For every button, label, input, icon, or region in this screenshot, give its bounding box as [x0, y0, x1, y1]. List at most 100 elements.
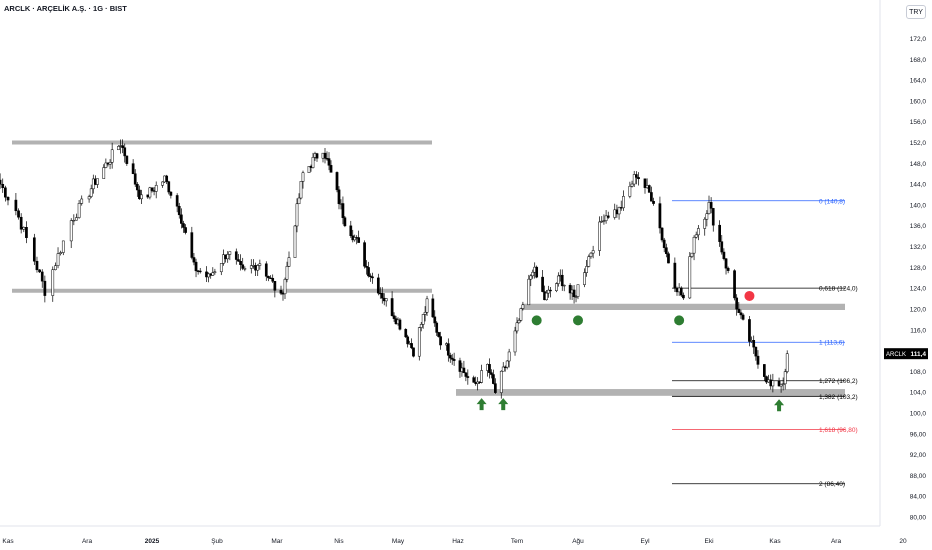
- y-tick-label: 124,0: [910, 286, 927, 293]
- candle-body: [703, 218, 707, 229]
- candle-body: [419, 324, 423, 328]
- currency-button[interactable]: TRY: [906, 5, 926, 19]
- candle-body: [234, 251, 238, 260]
- candle-body: [472, 377, 476, 383]
- candle-body: [756, 355, 760, 365]
- y-tick-label: 88,00: [910, 473, 927, 480]
- candle-body: [273, 281, 277, 291]
- candle-body: [237, 259, 240, 262]
- candle-body: [765, 376, 768, 383]
- candle-body: [190, 232, 194, 258]
- candle-body: [14, 199, 18, 212]
- candle-body: [722, 251, 726, 259]
- candle-body: [667, 253, 670, 264]
- candle-body: [781, 383, 785, 385]
- candle-body: [367, 267, 370, 277]
- upper-zone: [522, 303, 845, 310]
- candle-body: [32, 237, 36, 262]
- candle-body: [450, 357, 454, 360]
- y-tick-label: 164,0: [910, 78, 927, 85]
- candle-body: [431, 298, 435, 318]
- candle-body: [307, 166, 311, 173]
- candle-body: [658, 203, 662, 229]
- candle-body: [739, 312, 743, 316]
- candle-body: [264, 263, 268, 277]
- candle-body: [541, 276, 544, 292]
- candle-body: [707, 202, 711, 214]
- candle-body: [335, 172, 339, 191]
- candle-body: [615, 209, 619, 215]
- candle-body: [602, 220, 606, 222]
- candle-body: [733, 270, 736, 299]
- y-tick-label: 152,0: [910, 140, 927, 147]
- candle-body: [390, 298, 394, 316]
- candle-body: [1, 183, 5, 189]
- candle-body: [630, 183, 634, 187]
- candle-body: [754, 346, 758, 357]
- candle-body: [535, 266, 539, 278]
- candle-body: [249, 265, 253, 269]
- candle-body: [343, 217, 347, 227]
- candle-body: [650, 192, 653, 202]
- candle-body: [365, 265, 368, 268]
- candle-body: [709, 202, 713, 209]
- x-tick-label: Mar: [271, 538, 283, 545]
- candle-body: [6, 196, 10, 201]
- candle-body: [341, 203, 345, 218]
- candle-body: [549, 289, 552, 292]
- candle-body: [507, 351, 511, 362]
- candle-body: [527, 278, 531, 306]
- candle-body: [662, 239, 666, 248]
- candle-body: [439, 336, 442, 346]
- lower-zone: [456, 389, 845, 396]
- candle-body: [513, 330, 517, 353]
- candle-body: [252, 265, 255, 267]
- circle-marker: [531, 315, 542, 326]
- candle-body: [628, 185, 632, 197]
- candle-body: [25, 227, 28, 238]
- candle-body: [696, 228, 700, 236]
- candle-body: [69, 220, 73, 242]
- y-tick-label: 120,0: [910, 306, 927, 313]
- candle-body: [690, 252, 694, 257]
- candle-body: [682, 294, 685, 299]
- candle-body: [448, 355, 452, 359]
- y-tick-label: 156,0: [910, 119, 927, 126]
- candle-body: [423, 312, 427, 315]
- circle-marker: [573, 315, 583, 326]
- candle-body: [705, 213, 709, 220]
- candle-body: [226, 254, 230, 260]
- y-tick-label: 168,0: [910, 57, 927, 64]
- candle-body: [371, 276, 374, 279]
- candle-body: [384, 298, 388, 302]
- candle-body: [576, 284, 580, 297]
- candle-body: [694, 234, 698, 238]
- y-tick-label: 148,0: [910, 161, 927, 168]
- price-tag-value: 111,4: [910, 351, 926, 358]
- candle-body: [720, 241, 724, 253]
- candle-body: [591, 250, 595, 254]
- x-tick-label: May: [392, 538, 405, 545]
- candle-body: [645, 185, 649, 188]
- candle-body: [311, 157, 315, 168]
- candle-body: [51, 269, 55, 296]
- candle-body: [785, 353, 789, 372]
- candle-body: [643, 178, 647, 188]
- y-tick-label: 144,0: [910, 182, 927, 189]
- candle-body: [182, 223, 185, 228]
- candle-body: [80, 198, 84, 204]
- candle-body: [635, 174, 638, 178]
- candle-body: [711, 208, 715, 226]
- candle-body: [285, 266, 289, 280]
- x-tick-label: Şub: [211, 538, 223, 545]
- candle-body: [363, 242, 366, 267]
- x-tick-label: Tem: [511, 538, 523, 545]
- candle-body: [673, 262, 677, 289]
- candle-body: [771, 380, 775, 387]
- candle-body: [75, 217, 78, 221]
- candle-body: [529, 275, 533, 280]
- candle-body: [589, 252, 593, 257]
- candle-body: [556, 275, 560, 284]
- candle-body: [617, 207, 621, 215]
